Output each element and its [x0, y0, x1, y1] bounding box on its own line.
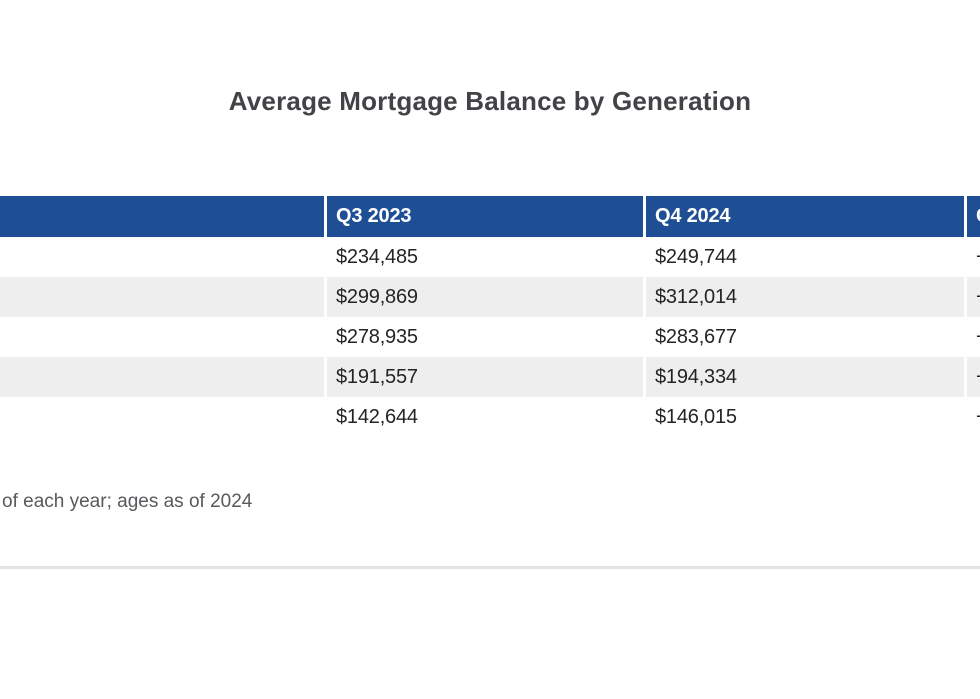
- mortgage-balance-table: Q3 2023 Q4 2024 C $234,485 $249,744 + $2…: [0, 196, 980, 437]
- q3-value-cell: $142,644: [327, 397, 646, 437]
- q3-value-cell: $278,935: [327, 317, 646, 357]
- balance-table: Q3 2023 Q4 2024 C $234,485 $249,744 + $2…: [0, 196, 980, 437]
- change-value-cell-clipped: +: [967, 237, 980, 277]
- generation-cell: [0, 237, 327, 277]
- q3-value-cell: $191,557: [327, 357, 646, 397]
- change-value-cell-clipped: +: [967, 317, 980, 357]
- q4-value-cell: $312,014: [646, 277, 967, 317]
- table-row: $191,557 $194,334 +: [0, 357, 980, 397]
- header-cell-generation: [0, 196, 327, 237]
- page-title: Average Mortgage Balance by Generation: [228, 86, 752, 116]
- q3-value-cell: $299,869: [327, 277, 646, 317]
- table-row: $234,485 $249,744 +: [0, 237, 980, 277]
- q4-value-cell: $283,677: [646, 317, 967, 357]
- change-value-cell-clipped: +: [967, 357, 980, 397]
- generation-cell: [0, 397, 327, 437]
- section-divider: [0, 566, 980, 569]
- change-value-cell-clipped: +: [967, 397, 980, 437]
- change-value-cell-clipped: +: [967, 277, 980, 317]
- header-cell-change-clipped: C: [967, 196, 980, 237]
- generation-cell: [0, 357, 327, 397]
- table-footnote: of each year; ages as of 2024: [2, 491, 253, 512]
- q4-value-cell: $249,744: [646, 237, 967, 277]
- table-row: $142,644 $146,015 +: [0, 397, 980, 437]
- table-header-row: Q3 2023 Q4 2024 C: [0, 196, 980, 237]
- header-cell-q3-2023: Q3 2023: [327, 196, 646, 237]
- q4-value-cell: $146,015: [646, 397, 967, 437]
- table-row: $278,935 $283,677 +: [0, 317, 980, 357]
- generation-cell: [0, 317, 327, 357]
- q4-value-cell: $194,334: [646, 357, 967, 397]
- q3-value-cell: $234,485: [327, 237, 646, 277]
- header-cell-q4-2024: Q4 2024: [646, 196, 967, 237]
- table-row: $299,869 $312,014 +: [0, 277, 980, 317]
- generation-cell: [0, 277, 327, 317]
